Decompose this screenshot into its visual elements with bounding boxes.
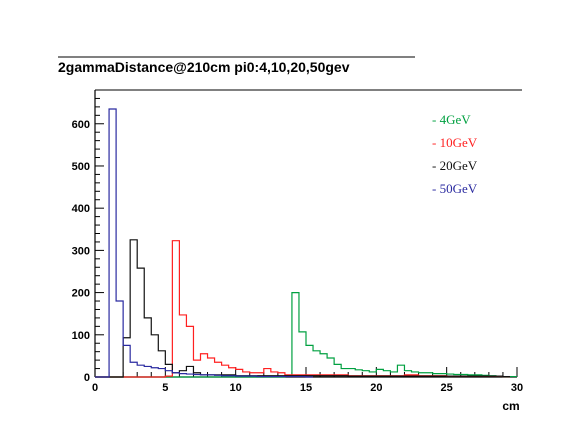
y-tick-label: 300: [72, 245, 90, 257]
legend-entry-20GeV: - 20GeV: [432, 158, 478, 173]
series-4GeV-histogram: [95, 291, 517, 378]
x-tick-label: 0: [92, 382, 98, 394]
series-10GeV-histogram: [95, 240, 510, 378]
y-tick-label: 400: [72, 203, 90, 215]
legend-entry-4GeV: - 4GeV: [432, 112, 471, 127]
chart-title: 2gammaDistance@210cm pi0:4,10,20,50gev: [58, 59, 350, 75]
y-tick-label: 200: [72, 288, 90, 300]
legend-entry-10GeV: - 10GeV: [432, 135, 478, 150]
x-tick-label: 15: [300, 382, 312, 394]
series-50GeV-histogram: [95, 108, 314, 378]
x-tick-label: 25: [441, 382, 453, 394]
y-tick-label: 100: [72, 330, 90, 342]
x-tick-label: 10: [230, 382, 242, 394]
x-tick-label: 20: [370, 382, 382, 394]
y-tick-label: 0: [84, 372, 90, 384]
series-20GeV-histogram: [95, 239, 510, 378]
legend-entry-50GeV: - 50GeV: [432, 181, 478, 196]
y-tick-label: 500: [72, 161, 90, 173]
x-axis-label: cm: [502, 399, 519, 413]
x-tick-label: 5: [162, 382, 168, 394]
x-tick-label: 30: [511, 382, 523, 394]
y-tick-label: 600: [72, 119, 90, 131]
